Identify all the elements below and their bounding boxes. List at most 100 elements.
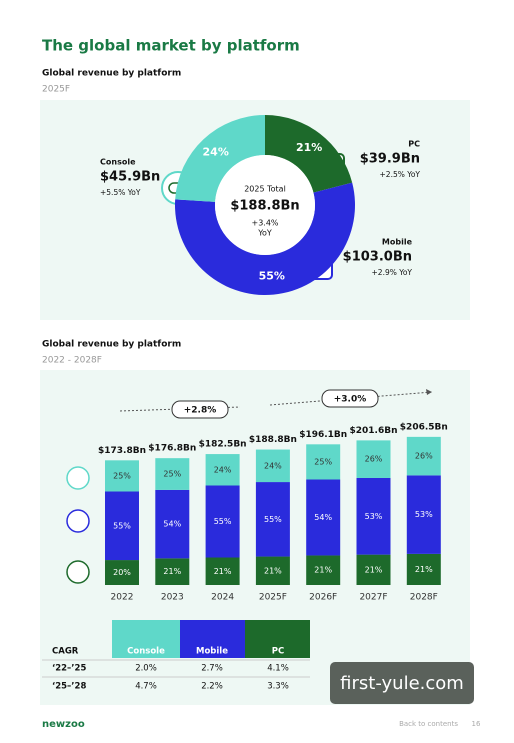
- segment-label: 53%: [415, 510, 433, 519]
- callout-revenue: $39.9Bn: [360, 152, 420, 167]
- donut-segment: [175, 182, 355, 295]
- callout-yoy: +5.5% YoY: [100, 188, 141, 197]
- segment-label: 54%: [163, 520, 181, 529]
- segment-label: 24%: [264, 461, 282, 470]
- center-value: $188.8Bn: [230, 199, 299, 214]
- pc-icon: [66, 560, 90, 584]
- segment-label: 25%: [163, 470, 181, 479]
- bar-segment: [306, 444, 341, 480]
- bar-segment: [406, 475, 441, 554]
- center-growth: +3.4%: [251, 219, 278, 228]
- bar-segment: [356, 440, 391, 478]
- annotation: +3.0%: [334, 395, 367, 405]
- x-tick-label: 2028F: [410, 593, 438, 603]
- watermark-box: [330, 662, 474, 704]
- table-header: CAGR: [52, 647, 79, 657]
- pill: [321, 389, 379, 408]
- back-link[interactable]: Back to contents: [399, 720, 458, 728]
- segment-label: 20%: [113, 568, 131, 577]
- segment-label: 21%: [214, 567, 232, 576]
- annotation: +2.8%: [184, 406, 217, 416]
- segment-label: 21%: [163, 567, 181, 576]
- bar-segment: [205, 485, 240, 558]
- bar-segment: [155, 458, 190, 490]
- segment-label: 55%: [214, 517, 232, 526]
- segment-label: 21%: [264, 566, 282, 575]
- total-label: $173.8Bn: [98, 446, 146, 456]
- console-icon: [66, 466, 90, 490]
- segment-label: 21%: [415, 565, 433, 574]
- total-label: $176.8Bn: [148, 444, 196, 454]
- segment-label: 25%: [314, 457, 332, 466]
- bar-segment: [306, 479, 341, 556]
- table-cell: 4.1%: [267, 664, 289, 674]
- table-cell: 3.3%: [267, 682, 289, 692]
- segment-label: 24%: [214, 465, 232, 474]
- callout-revenue: $103.0Bn: [343, 250, 412, 265]
- segment-label: 21%: [365, 565, 383, 574]
- chart-title: Global revenue by platform: [42, 69, 181, 79]
- table-header: PC: [272, 647, 284, 657]
- watermark: first-yule.com: [340, 673, 464, 694]
- callout-name: Mobile: [382, 238, 413, 247]
- mobile-icon: [66, 509, 90, 533]
- page-number: 16: [472, 720, 481, 728]
- table-cell: 4.7%: [135, 682, 157, 692]
- chart-subtitle: 2022 - 2028F: [42, 356, 102, 366]
- bar-segment: [356, 554, 391, 585]
- table-header: Mobile: [196, 647, 228, 657]
- center-growth-unit: YoY: [257, 229, 272, 238]
- bar-segment: [356, 477, 391, 555]
- x-tick-label: 2025F: [259, 593, 287, 603]
- total-label: $196.1Bn: [299, 430, 347, 440]
- total-label: $201.6Bn: [350, 426, 398, 436]
- donut-hole: [215, 155, 315, 255]
- bar-segment: [406, 436, 441, 476]
- donut-segment: [265, 115, 353, 193]
- bar-segment: [255, 449, 290, 483]
- value-label: 24%: [203, 146, 229, 159]
- header-cell: [180, 620, 245, 658]
- callout-name: Console: [100, 158, 136, 167]
- table-cell: 2.7%: [201, 664, 223, 674]
- table-header: Console: [127, 647, 165, 657]
- table-cell: ‘25–’28: [52, 682, 86, 692]
- chart-title: Global revenue by platform: [42, 340, 181, 350]
- page-title: The global market by platform: [42, 37, 300, 55]
- chart-subtitle: 2025F: [42, 85, 70, 95]
- bar-segment: [105, 560, 139, 585]
- segment-label: 55%: [113, 521, 131, 530]
- value-label: 55%: [259, 270, 285, 283]
- bar-segment: [406, 553, 441, 585]
- total-label: $182.5Bn: [199, 440, 247, 450]
- bar-segment: [105, 460, 139, 492]
- center-label: 2025 Total: [244, 185, 286, 194]
- bar-segment: [155, 489, 190, 559]
- x-tick-label: 2027F: [359, 593, 387, 603]
- value-label: 21%: [296, 141, 322, 154]
- x-tick-label: 2023: [161, 593, 184, 603]
- total-label: $188.8Bn: [249, 435, 297, 445]
- bar-segment: [155, 558, 190, 585]
- segment-label: 25%: [113, 471, 131, 480]
- x-tick-label: 2022: [111, 593, 134, 603]
- x-tick-label: 2026F: [309, 593, 337, 603]
- table-cell: ‘22–’25: [52, 664, 86, 674]
- callout-name: PC: [408, 140, 420, 149]
- segment-label: 26%: [415, 452, 433, 461]
- bar-segment: [205, 557, 240, 585]
- segment-label: 53%: [365, 512, 383, 521]
- header-cell: [112, 620, 180, 658]
- total-label: $206.5Bn: [400, 422, 448, 432]
- segment-label: 21%: [314, 566, 332, 575]
- table-cell: 2.0%: [135, 664, 157, 674]
- bar-segment: [105, 491, 139, 561]
- segment-label: 26%: [365, 455, 383, 464]
- donut-segment: [175, 115, 265, 202]
- callout-revenue: $45.9Bn: [100, 170, 160, 185]
- bar-segment: [255, 556, 290, 585]
- header-cell: [245, 620, 310, 658]
- bar-segment: [205, 454, 240, 486]
- bar-segment: [255, 482, 290, 557]
